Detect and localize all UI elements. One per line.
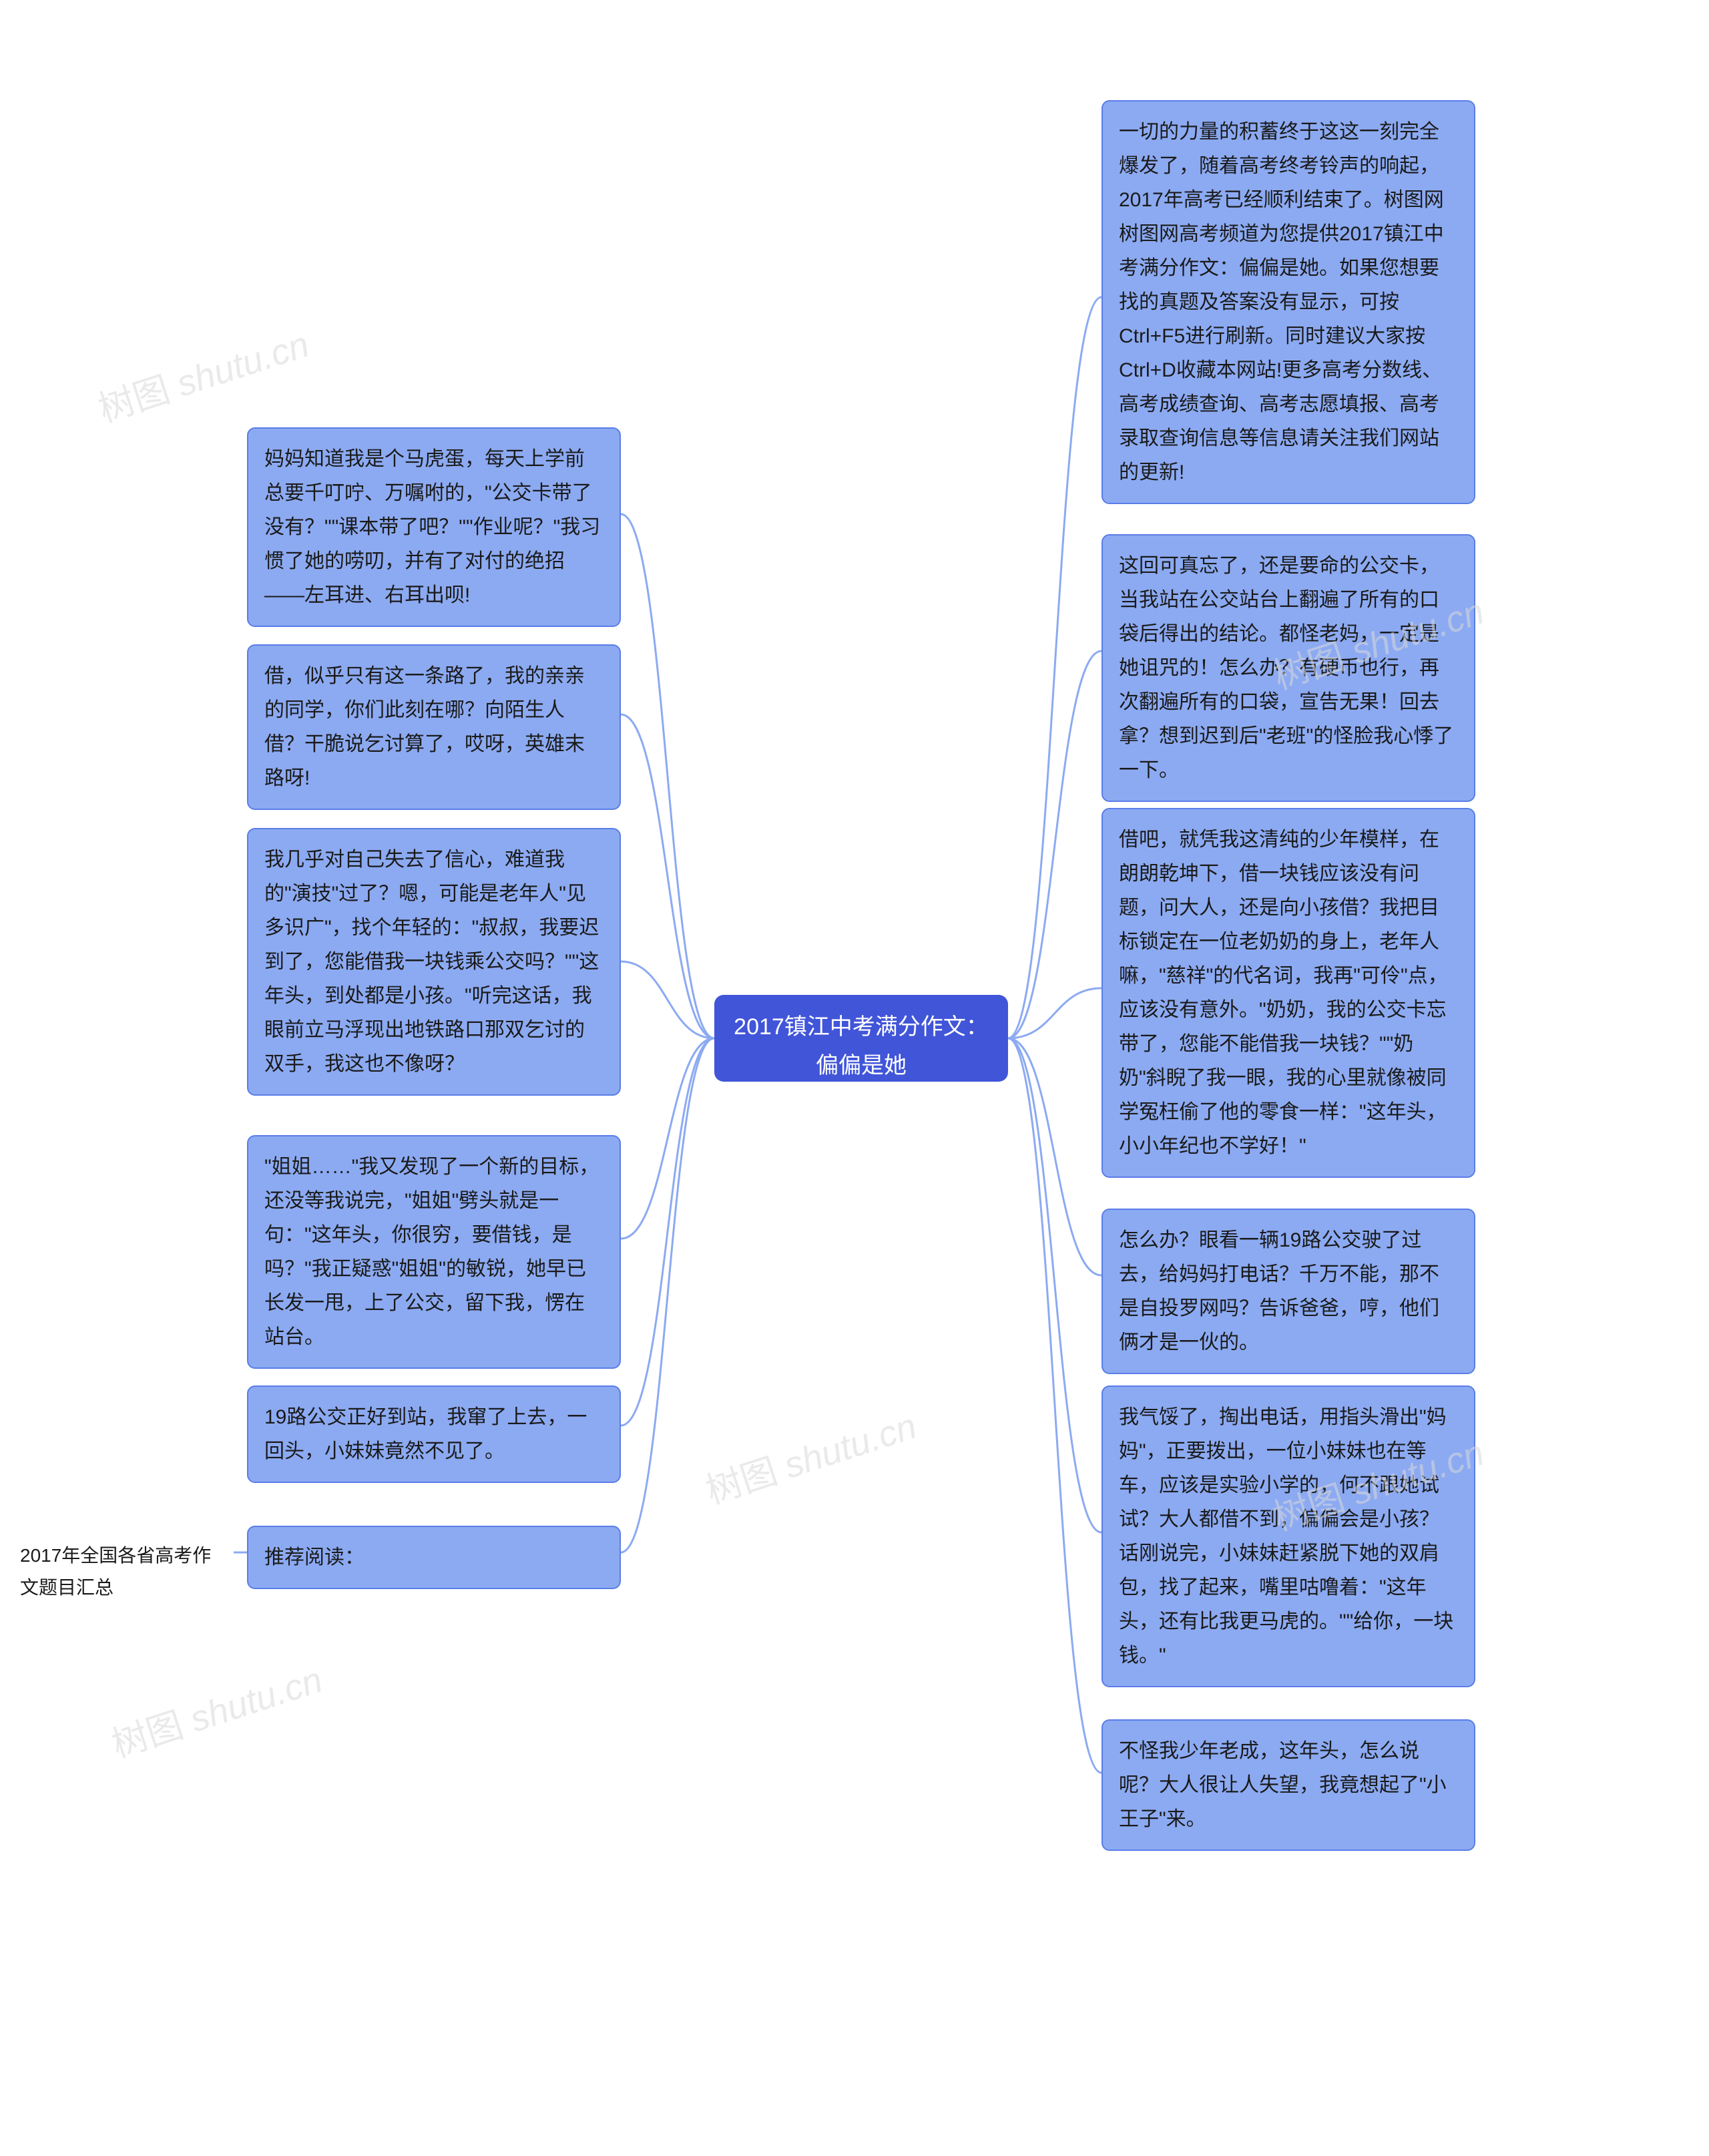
right-branch-r3: 借吧，就凭我这清纯的少年模样，在朗朗乾坤下，借一块钱应该没有问题，问大人，还是向… — [1102, 808, 1475, 1178]
left-branch-l6: 推荐阅读： — [247, 1526, 621, 1589]
left-branch-l1: 妈妈知道我是个马虎蛋，每天上学前总要千叮咛、万嘱咐的，"公交卡带了没有？""课本… — [247, 427, 621, 627]
watermark-4: 树图 shutu.cn — [104, 1650, 328, 1767]
watermark-0: 树图 shutu.cn — [91, 314, 315, 432]
left-branch-l5: 19路公交正好到站，我窜了上去，一回头，小妹妹竟然不见了。 — [247, 1385, 621, 1483]
right-branch-r4: 怎么办？眼看一辆19路公交驶了过去，给妈妈打电话？千万不能，那不是自投罗网吗？告… — [1102, 1209, 1475, 1374]
leaf-leaf1: 2017年全国各省高考作文题目汇总 — [13, 1536, 234, 1607]
left-branch-l4: "姐姐……"我又发现了一个新的目标，还没等我说完，"姐姐"劈头就是一句："这年头… — [247, 1135, 621, 1369]
left-branch-l2: 借，似乎只有这一条路了，我的亲亲的同学，你们此刻在哪？向陌生人借？干脆说乞讨算了… — [247, 644, 621, 810]
right-branch-r6: 不怪我少年老成，这年头，怎么说呢？大人很让人失望，我竟想起了"小王子"来。 — [1102, 1719, 1475, 1851]
left-branch-l3: 我几乎对自己失去了信心，难道我的"演技"过了？嗯，可能是老年人"见多识广"，找个… — [247, 828, 621, 1096]
right-branch-r1: 一切的力量的积蓄终于这这一刻完全爆发了，随着高考终考铃声的响起，2017年高考已… — [1102, 100, 1475, 504]
center-node: 2017镇江中考满分作文：偏偏是她 — [714, 995, 1008, 1082]
watermark-2: 树图 shutu.cn — [698, 1396, 923, 1514]
